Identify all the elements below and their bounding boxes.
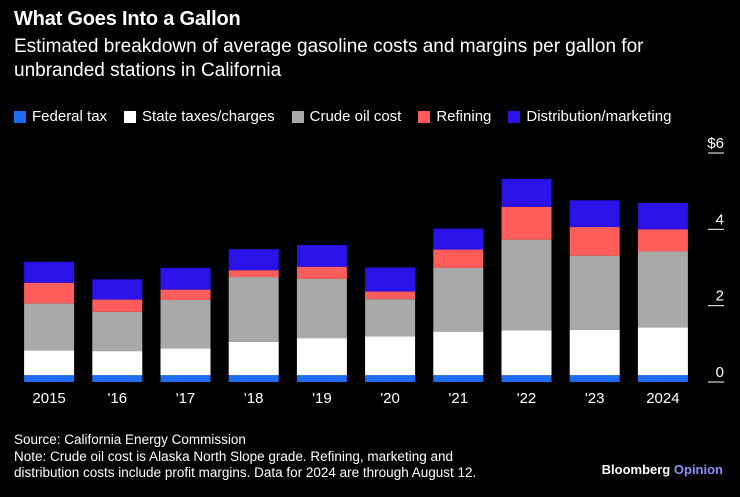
bar-segment-federal-tax-0 [24,375,75,382]
bloomberg-opinion-logo: Bloomberg Opinion [602,462,723,477]
legend-label-refining: Refining [436,108,492,125]
bar-segment-federal-tax-7 [501,375,552,382]
bar-segment-crude-oil-cost-3 [228,277,279,342]
bar-segment-state-taxes-charges-3 [228,341,279,376]
x-tick-label: '17 [176,390,196,407]
legend-item-crude-oil: Crude oil cost [291,108,402,125]
y-tick-label: 2 [716,288,724,305]
brand-main: Bloomberg [601,462,671,477]
chart-title: What Goes Into a Gallon [14,8,241,30]
x-tick-label: '19 [312,390,332,407]
bar-segment-distribution-marketing-1 [92,279,143,300]
bar-segment-distribution-marketing-9 [637,202,688,230]
bar-segment-federal-tax-8 [569,375,620,382]
bar-segment-crude-oil-cost-5 [365,299,416,337]
legend-label-crude-oil: Crude oil cost [309,108,402,125]
bar-segment-refining-7 [501,206,552,240]
bar-segment-distribution-marketing-8 [569,200,620,228]
x-tick-label: '16 [108,390,128,407]
bar-segment-distribution-marketing-6 [433,228,484,250]
legend-item-state-taxes: State taxes/charges [124,108,275,125]
bar-segment-refining-0 [24,282,75,304]
bar-segment-state-taxes-charges-5 [365,336,416,376]
x-tick-label: 2024 [646,390,679,407]
source-text: Source: California Energy Commission [14,432,246,447]
bar-segment-state-taxes-charges-9 [637,327,688,376]
brand-accent: Opinion [673,462,723,477]
bar-segment-refining-3 [228,270,279,278]
bar-segment-distribution-marketing-3 [228,249,279,271]
legend-swatch-federal-tax [14,110,26,123]
bar-segment-crude-oil-cost-4 [296,278,347,339]
legend: Federal tax State taxes/charges Crude oi… [14,108,671,125]
legend-label-distribution: Distribution/marketing [526,108,672,125]
bar-segment-refining-4 [296,266,347,279]
x-tick-label: '21 [449,390,469,407]
chart-notes: Source: California Energy Commission Not… [14,432,476,482]
legend-swatch-crude-oil [291,110,304,123]
bar-segment-state-taxes-charges-8 [569,329,620,376]
bar-segment-federal-tax-1 [92,375,143,382]
legend-swatch-distribution [508,110,521,123]
bar-segment-state-taxes-charges-0 [24,350,75,376]
x-tick-label: 2015 [32,390,65,407]
bar-segment-state-taxes-charges-6 [433,331,484,376]
bar-segment-state-taxes-charges-1 [92,351,143,376]
bar-segment-state-taxes-charges-4 [296,338,347,376]
x-tick-label: '23 [585,390,605,407]
y-tick-label: 0 [716,364,724,381]
legend-swatch-refining [418,110,431,123]
bar-segment-crude-oil-cost-1 [92,311,143,352]
bar-segment-state-taxes-charges-7 [501,330,552,376]
x-tick-label: '22 [517,390,537,407]
legend-item-federal-tax: Federal tax [14,108,107,125]
legend-label-state-taxes: State taxes/charges [142,108,275,125]
bar-segment-federal-tax-6 [433,375,484,382]
y-tick-label: $6 [707,135,724,152]
bar-segment-federal-tax-5 [365,375,416,382]
bar-segment-crude-oil-cost-2 [160,299,211,349]
x-tick-label: '20 [380,390,400,407]
bar-segment-distribution-marketing-0 [24,261,75,283]
bar-segment-crude-oil-cost-9 [637,251,688,328]
bar-segment-refining-2 [160,289,211,300]
legend-item-refining: Refining [418,108,491,125]
bar-segment-distribution-marketing-4 [296,244,347,267]
bar-segment-federal-tax-2 [160,375,211,382]
bar-segment-federal-tax-9 [637,375,688,382]
bar-segment-federal-tax-4 [296,375,347,382]
bar-segment-distribution-marketing-2 [160,267,211,290]
bar-segment-crude-oil-cost-7 [501,239,552,331]
x-tick-label: '18 [244,390,264,407]
note-line-2: distribution costs include profit margin… [14,465,477,480]
bar-segment-crude-oil-cost-8 [569,255,620,330]
bar-segment-refining-1 [92,299,143,312]
bar-segment-distribution-marketing-5 [365,267,416,292]
legend-item-distribution: Distribution/marketing [508,108,671,125]
bar-segment-refining-9 [637,229,688,252]
bar-segment-refining-8 [569,227,620,256]
bar-segment-crude-oil-cost-6 [433,267,484,332]
y-tick-label: 4 [716,211,724,228]
bar-segment-distribution-marketing-7 [501,178,552,207]
bar-segment-state-taxes-charges-2 [160,348,211,376]
legend-label-federal-tax: Federal tax [32,108,108,125]
bar-segment-federal-tax-3 [228,375,279,382]
bar-segment-refining-5 [365,291,416,300]
bar-segment-refining-6 [433,249,484,268]
note-line-1: Note: Crude oil cost is Alaska North Slo… [14,448,453,464]
bar-segment-crude-oil-cost-0 [24,303,75,351]
legend-swatch-state-taxes [124,110,137,123]
chart-subtitle: Estimated breakdown of average gasoline … [14,36,644,81]
